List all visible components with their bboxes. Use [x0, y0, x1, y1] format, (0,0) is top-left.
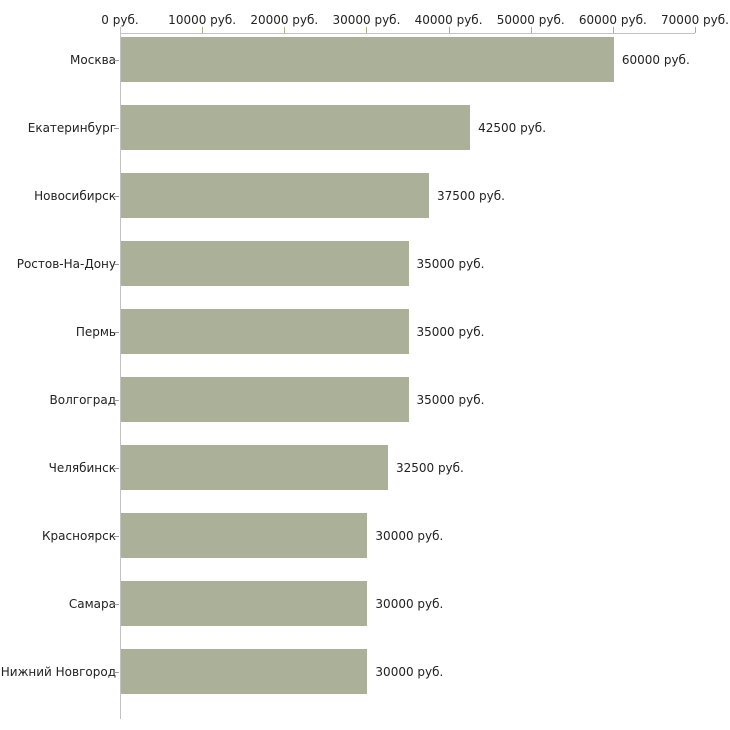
value-label: 35000 руб.: [416, 392, 485, 407]
category-label: Челябинск: [48, 460, 116, 475]
y-axis-line: [120, 33, 121, 719]
x-tick-label: 0 руб.: [101, 13, 139, 27]
category-tick-mark: [114, 468, 119, 469]
category-label: Екатеринбург: [27, 120, 116, 135]
x-tick-label: 70000 руб.: [661, 13, 729, 27]
value-label: 42500 руб.: [478, 120, 547, 135]
category-label: Красноярск: [42, 528, 116, 543]
x-tick-mark: [366, 27, 368, 33]
category-tick-mark: [114, 196, 119, 197]
category-tick-mark: [114, 60, 119, 61]
bar-Самара: [121, 581, 368, 626]
value-label: 30000 руб.: [375, 528, 444, 543]
x-tick-label: 60000 руб.: [578, 13, 647, 27]
x-tick-mark: [284, 27, 286, 33]
value-label: 32500 руб.: [395, 460, 464, 475]
x-axis-line: [120, 33, 695, 34]
x-tick-label: 40000 руб.: [414, 13, 483, 27]
value-label: 30000 руб.: [375, 664, 444, 679]
bar-Нижний Новгород: [121, 649, 368, 694]
value-label: 30000 руб.: [375, 596, 444, 611]
x-tick-mark: [448, 27, 450, 33]
bar-Екатеринбург: [121, 105, 471, 150]
x-tick-label: 20000 руб.: [250, 13, 319, 27]
category-tick-mark: [114, 400, 119, 401]
x-tick-label: 30000 руб.: [332, 13, 401, 27]
category-tick-mark: [114, 604, 119, 605]
value-label: 37500 руб.: [437, 188, 505, 203]
value-label: 60000 руб.: [621, 52, 690, 67]
category-tick-mark: [114, 536, 119, 537]
value-label: 35000 руб.: [416, 324, 485, 339]
bar-Новосибирск: [121, 173, 430, 218]
bar-Челябинск: [121, 445, 388, 490]
bar-Красноярск: [121, 513, 368, 558]
category-label: Новосибирск: [34, 188, 116, 203]
x-tick-label: 50000 руб.: [496, 13, 565, 27]
category-label: Москва: [70, 52, 116, 67]
value-label: 35000 руб.: [416, 256, 485, 271]
bar-Волгоград: [121, 377, 409, 422]
x-tick-label: 10000 руб.: [168, 13, 237, 27]
bar-Пермь: [121, 309, 409, 354]
category-label: Волгоград: [49, 392, 116, 407]
category-tick-mark: [114, 332, 119, 333]
x-tick-mark: [530, 27, 532, 33]
x-tick-mark: [612, 27, 614, 33]
category-tick-mark: [114, 264, 119, 265]
bar-Ростов-На-Дону: [121, 241, 409, 286]
x-tick-mark: [695, 27, 696, 33]
category-label: Пермь: [75, 324, 116, 339]
category-tick-mark: [114, 128, 119, 129]
category-label: Самара: [68, 596, 116, 611]
x-tick-mark: [120, 27, 121, 33]
category-label: Нижний Новгород: [0, 664, 116, 679]
bar-Москва: [121, 37, 614, 82]
x-tick-mark: [202, 27, 204, 33]
category-label: Ростов-На-Дону: [16, 256, 116, 271]
category-tick-mark: [114, 672, 119, 673]
